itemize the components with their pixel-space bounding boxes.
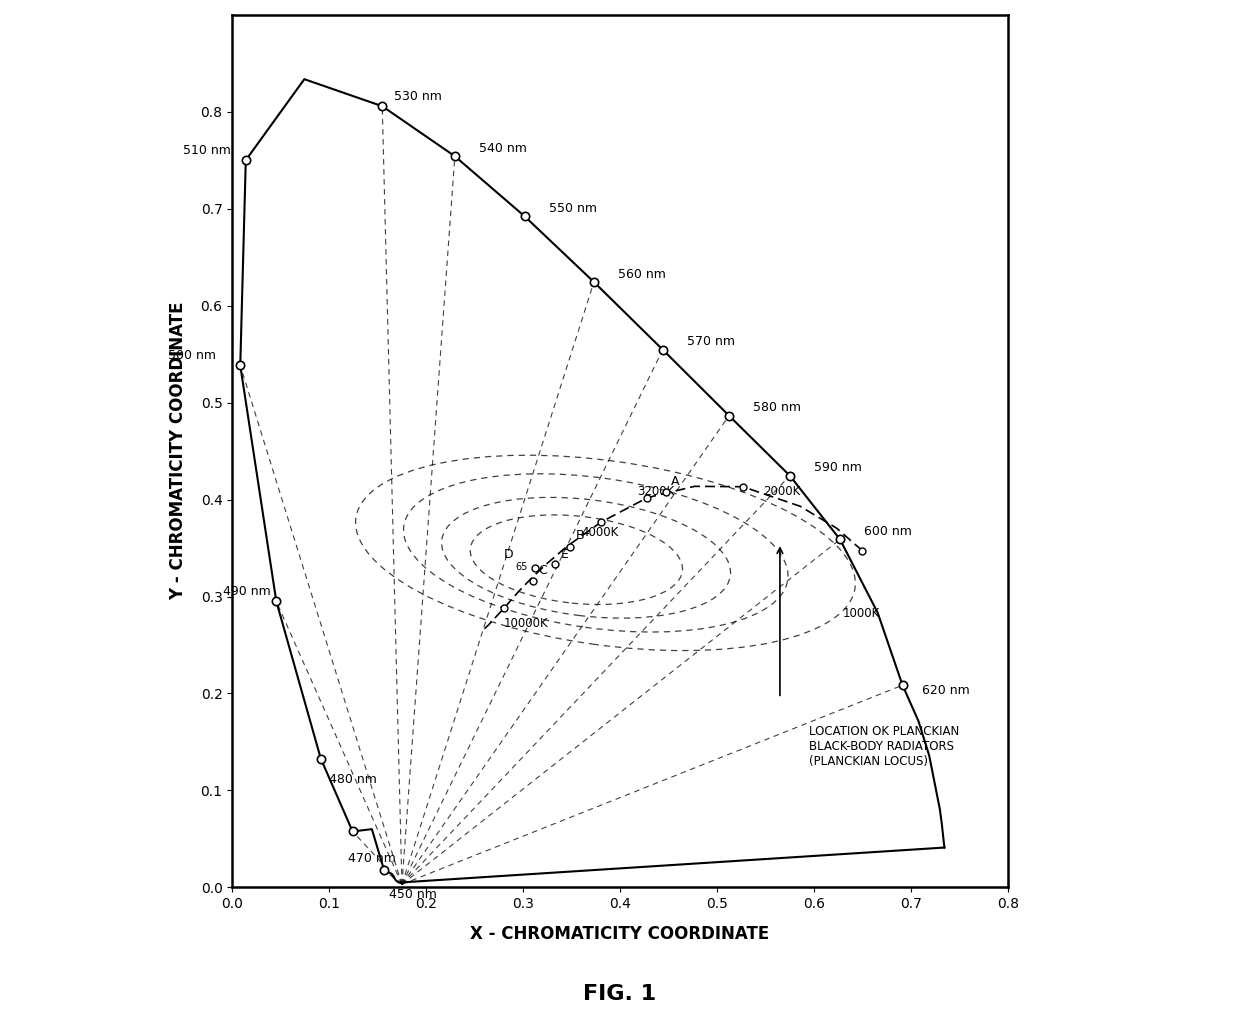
- Text: B: B: [575, 529, 584, 542]
- Text: A: A: [671, 475, 680, 488]
- Text: FIG. 1: FIG. 1: [584, 984, 656, 1004]
- Text: 480 nm: 480 nm: [329, 774, 377, 787]
- Text: 510 nm: 510 nm: [182, 144, 231, 157]
- Text: 450 nm: 450 nm: [389, 888, 436, 901]
- X-axis label: X - CHROMATICITY COORDINATE: X - CHROMATICITY COORDINATE: [470, 925, 770, 942]
- Text: 550 nm: 550 nm: [549, 202, 596, 215]
- Text: 530 nm: 530 nm: [394, 90, 441, 103]
- Text: 590 nm: 590 nm: [813, 461, 862, 475]
- Text: 4000K: 4000K: [582, 526, 619, 539]
- Text: 560 nm: 560 nm: [619, 268, 666, 281]
- Text: 1000K: 1000K: [843, 608, 880, 620]
- Text: 570 nm: 570 nm: [687, 336, 735, 348]
- Text: 490 nm: 490 nm: [223, 585, 270, 598]
- Text: 540 nm: 540 nm: [479, 142, 527, 154]
- Text: 65: 65: [516, 562, 528, 573]
- Text: 500 nm: 500 nm: [167, 349, 216, 363]
- Text: 2000K: 2000K: [764, 485, 801, 499]
- Text: 10000K: 10000K: [503, 617, 548, 630]
- Y-axis label: Y - CHROMATICITY COORDINATE: Y - CHROMATICITY COORDINATE: [169, 302, 187, 600]
- Text: LOCATION OK PLANCKIAN
BLACK-BODY RADIATORS
(PLANCKIAN LOCUS): LOCATION OK PLANCKIAN BLACK-BODY RADIATO…: [808, 725, 960, 768]
- Text: D: D: [503, 548, 513, 560]
- Text: C: C: [538, 564, 547, 577]
- Text: 470 nm: 470 nm: [347, 852, 396, 865]
- Text: 580 nm: 580 nm: [753, 402, 801, 414]
- Text: 3200K: 3200K: [637, 485, 675, 499]
- Text: 600 nm: 600 nm: [864, 525, 913, 539]
- Text: 620 nm: 620 nm: [921, 684, 970, 696]
- Text: E: E: [560, 548, 569, 560]
